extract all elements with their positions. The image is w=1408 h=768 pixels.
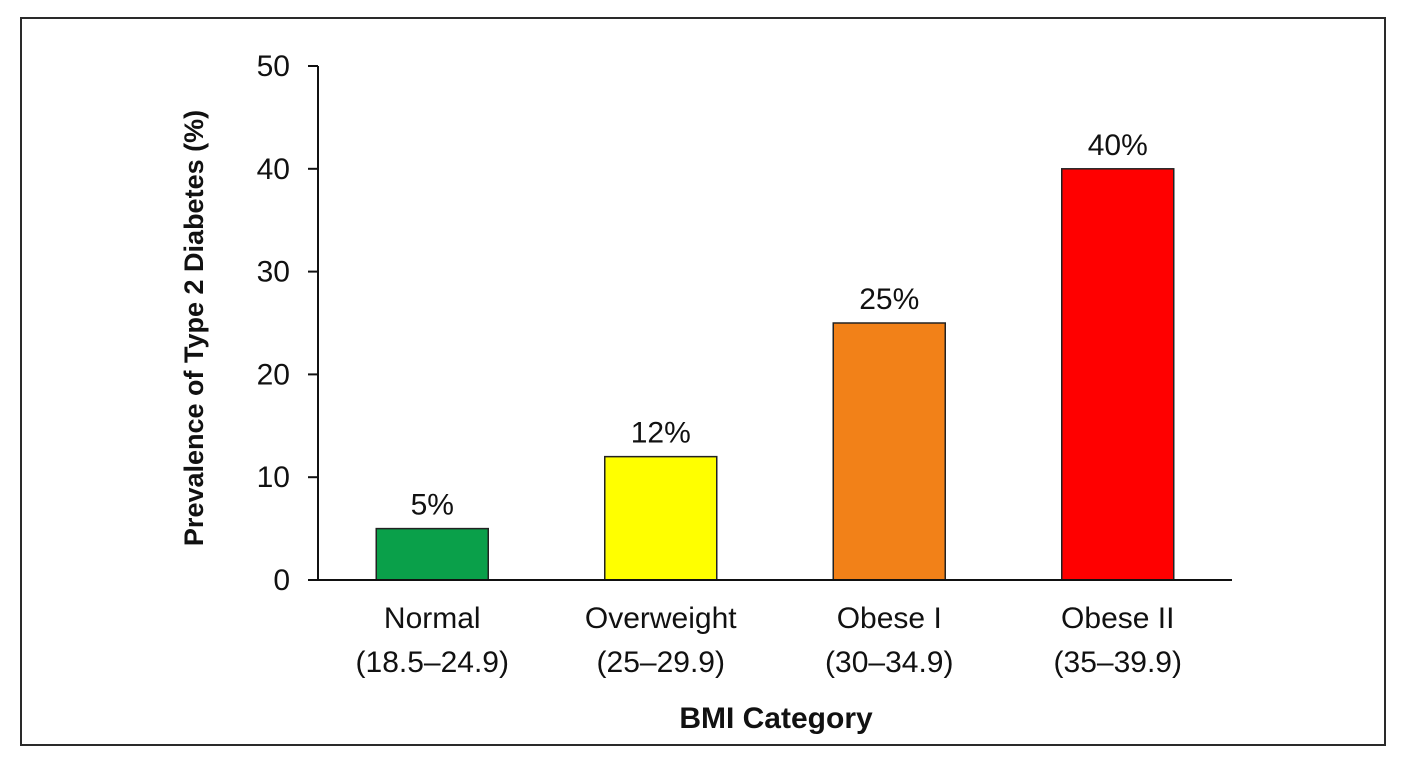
bar-obese-i [832,322,946,581]
y-tick-label: 10 [257,461,290,494]
bar-normal [375,527,489,581]
y-tick-label: 50 [257,50,290,83]
y-tick-label: 20 [257,358,290,391]
y-axis-title: Prevalence of Type 2 Diabetes (%) [179,110,209,546]
data-label: 40% [1088,129,1148,162]
y-axis: 0 10 20 30 40 50 [257,50,319,597]
x-tick-label-name: Obese II [1061,602,1174,635]
x-tick-label-range: (18.5–24.9) [356,646,509,679]
data-label: 12% [631,417,691,450]
x-tick-label-name: Obese I [837,602,942,635]
x-tick-label-name: Overweight [585,602,737,635]
y-tick-label: 0 [273,564,290,597]
x-axis: Normal (18.5–24.9) Overweight (25–29.9) Obes… [318,579,1232,679]
x-tick-label-range: (30–34.9) [825,646,953,679]
x-tick-label-range: (25–29.9) [597,646,725,679]
x-tick-label-range: (35–39.9) [1054,646,1182,679]
x-axis-title: BMI Category [679,702,873,735]
data-label: 25% [859,283,919,316]
y-tick-label: 30 [257,256,290,289]
bars: 5% 12% 25% 40% [375,129,1175,581]
y-tick-label: 40 [257,153,290,186]
data-label: 5% [411,489,454,522]
bar-overweight [604,455,718,581]
x-tick-label-name: Normal [384,602,481,635]
bar-obese-ii [1061,168,1175,581]
